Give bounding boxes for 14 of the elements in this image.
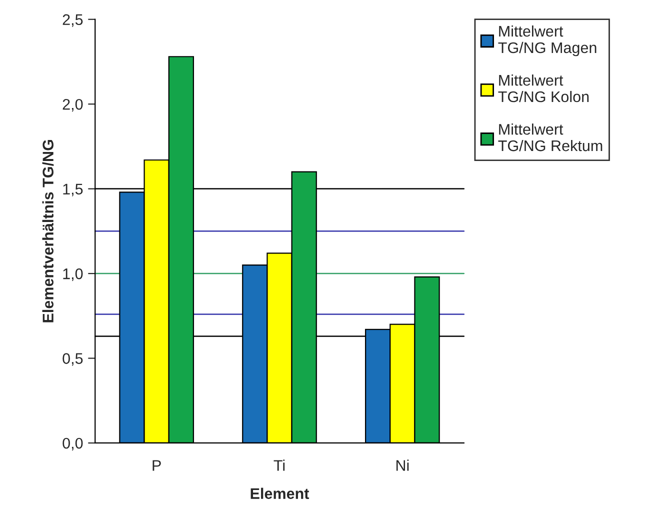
x-tick-label: Ti (274, 460, 285, 471)
y-tick-label: 2,0 (62, 98, 83, 112)
y-tick-label: 0,5 (62, 353, 83, 366)
y-tick-label: 2,5 (62, 14, 83, 27)
x-tick-label: P (152, 460, 161, 471)
legend-label: Mittelwert TG/NG Rektum (498, 124, 602, 152)
x-axis-title: Element (250, 488, 310, 499)
legend-label: Mittelwert TG/NG Magen (498, 25, 596, 56)
y-axis-title: Elementverhältnis TG/NG (42, 140, 54, 322)
y-tick-label: 0,0 (62, 438, 83, 450)
x-tick-label: Ni (396, 460, 409, 471)
legend-label: Mittelwert TG/NG Kolon (498, 74, 589, 102)
y-tick-label: 1,0 (63, 268, 83, 282)
y-tick-label: 1,5 (63, 184, 83, 196)
